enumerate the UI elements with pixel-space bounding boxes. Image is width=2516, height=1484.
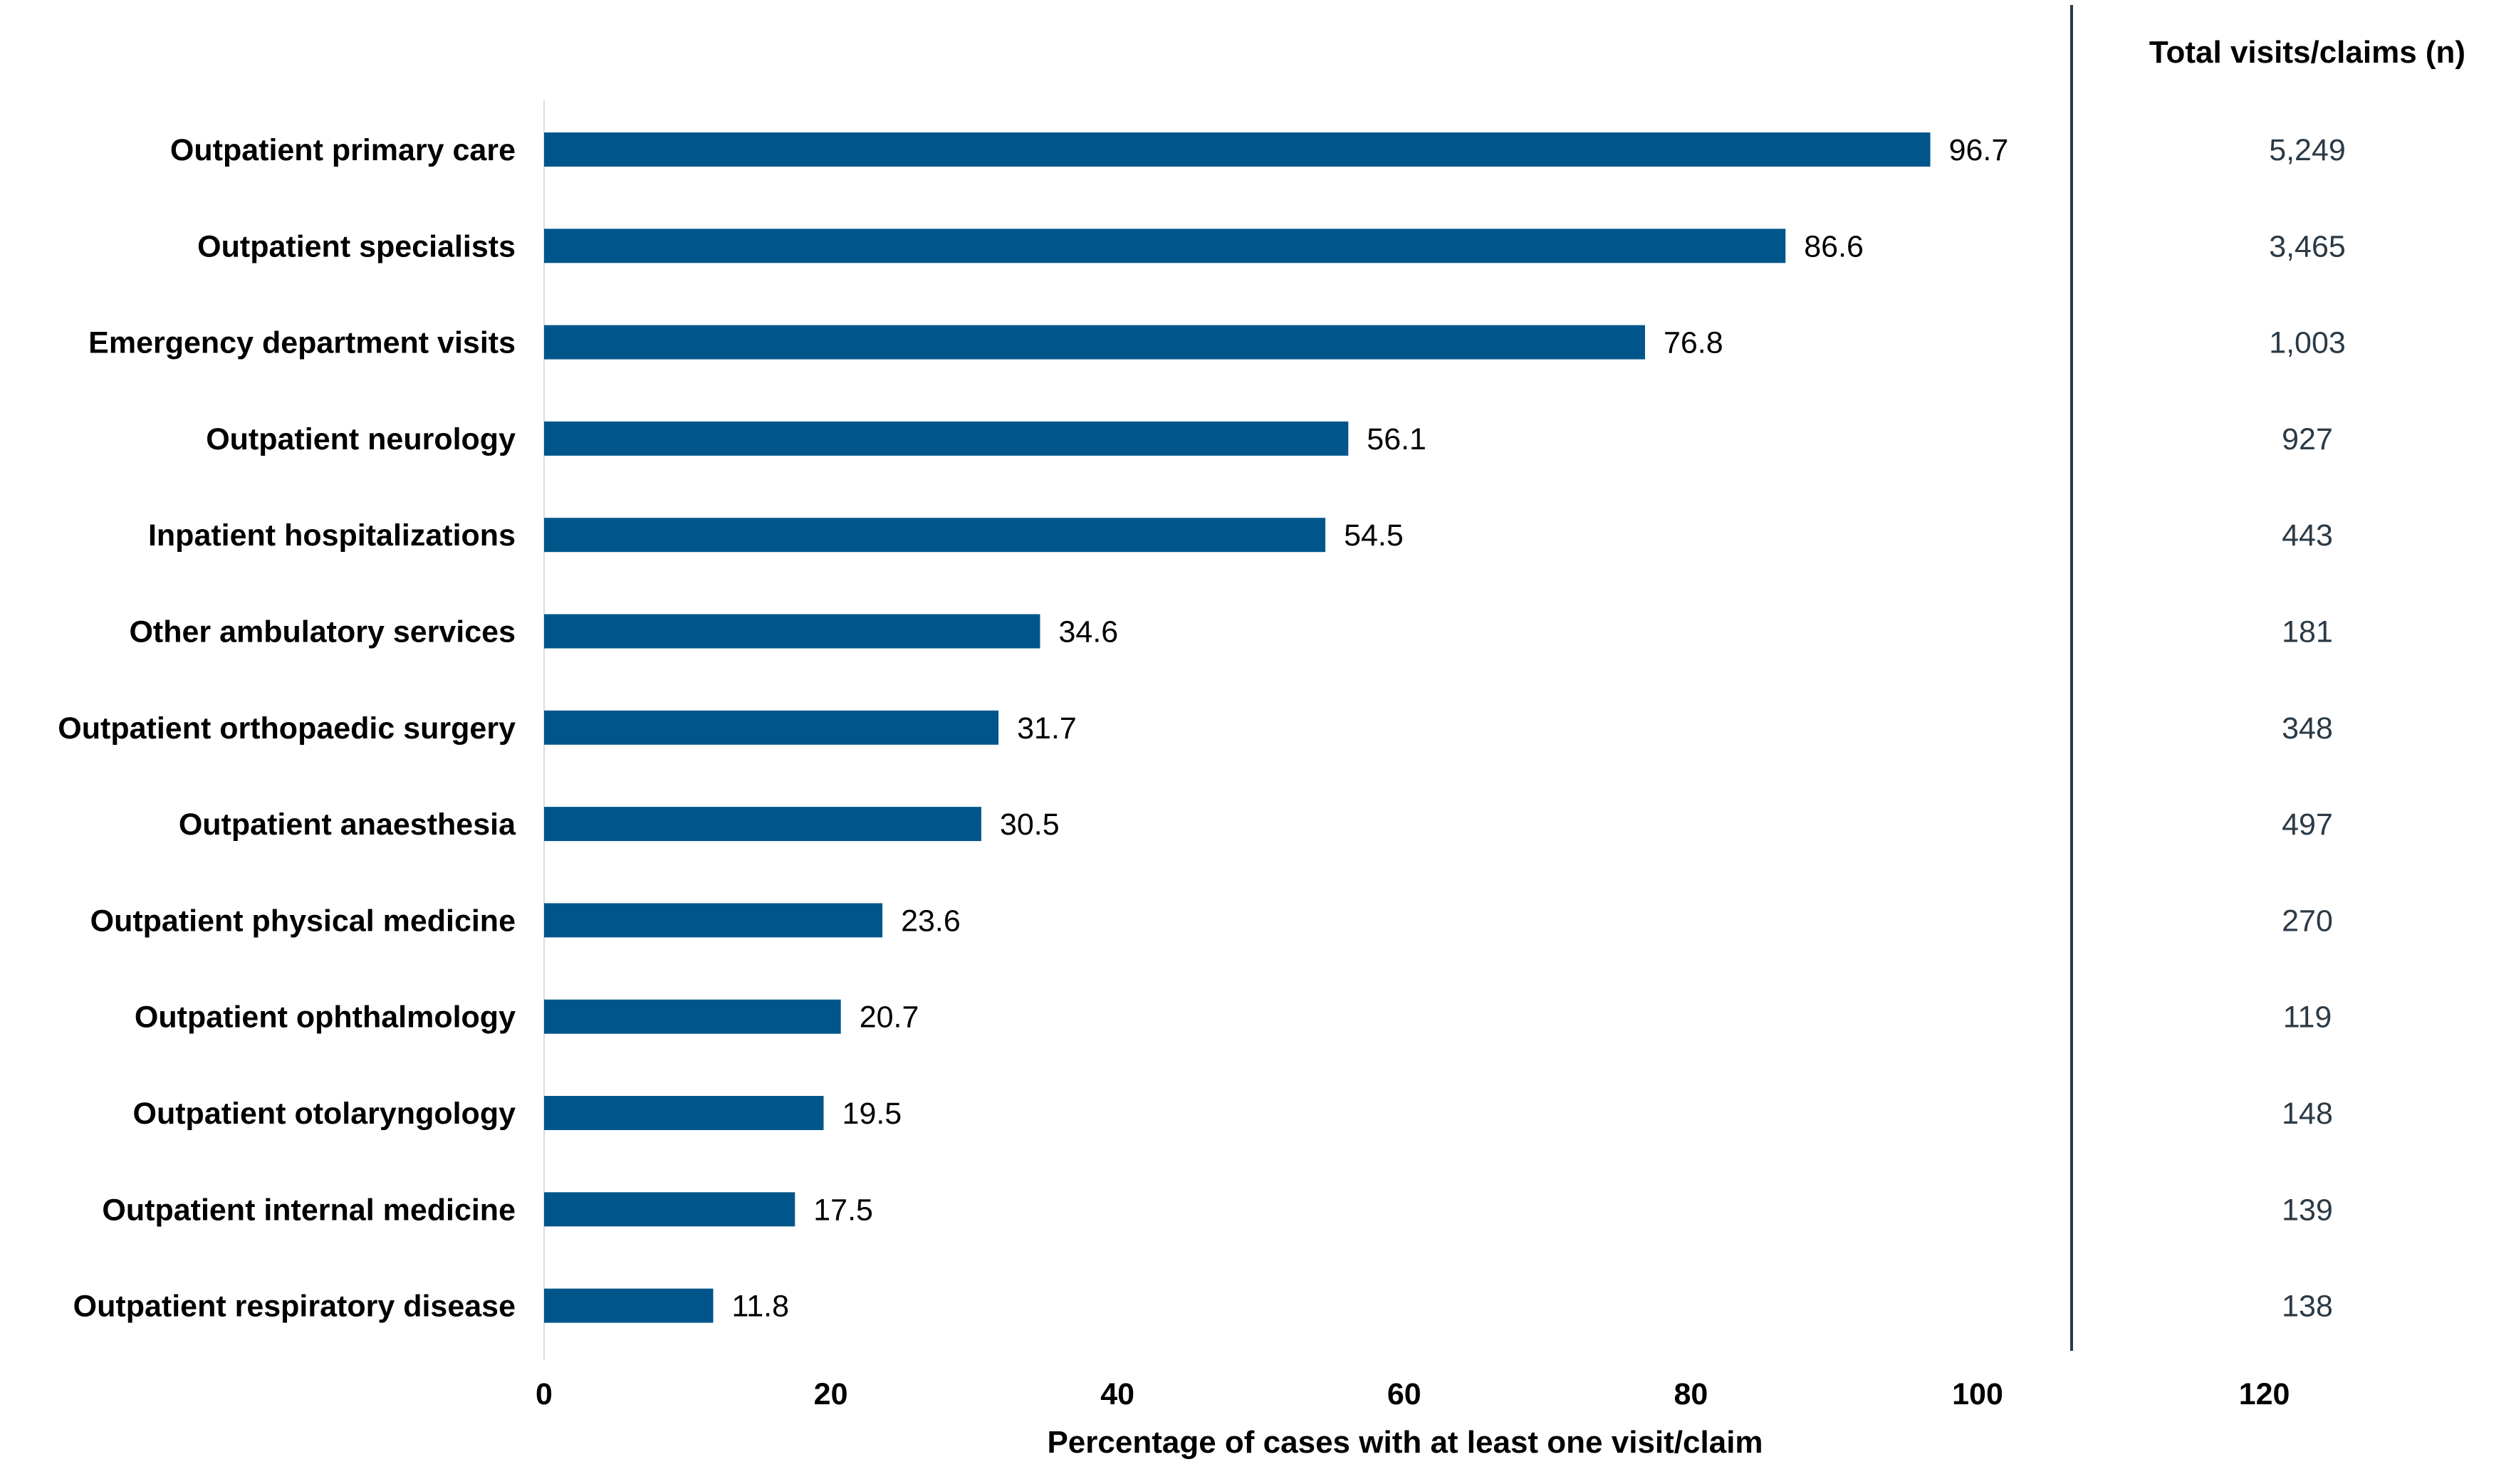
total-value: 3,465 <box>2269 229 2346 263</box>
value-label: 54.5 <box>1344 518 1404 553</box>
x-tick-label: 100 <box>1952 1377 2003 1411</box>
total-value: 181 <box>2282 615 2333 649</box>
x-tick-label: 20 <box>814 1377 848 1411</box>
x-axis-title: Percentage of cases with at least one vi… <box>1047 1425 1763 1460</box>
value-label: 86.6 <box>1804 229 1864 263</box>
total-value: 1,003 <box>2269 326 2346 360</box>
x-tick-label: 40 <box>1100 1377 1134 1411</box>
category-label: Outpatient otolaryngology <box>133 1097 516 1131</box>
category-label: Outpatient primary care <box>170 133 516 167</box>
x-tick-label: 80 <box>1674 1377 1708 1411</box>
category-label: Outpatient respiratory disease <box>73 1290 516 1324</box>
category-label: Outpatient physical medicine <box>90 904 516 938</box>
bar <box>544 1288 714 1323</box>
category-label: Outpatient internal medicine <box>102 1193 516 1227</box>
total-value: 348 <box>2282 711 2333 746</box>
bar <box>544 518 1326 553</box>
bar <box>544 1192 795 1227</box>
total-value: 497 <box>2282 808 2333 842</box>
value-label: 20.7 <box>860 1000 919 1035</box>
bar <box>544 614 1040 649</box>
x-tick-label: 0 <box>536 1377 553 1411</box>
total-value: 148 <box>2282 1097 2333 1131</box>
category-label: Outpatient anaesthesia <box>179 808 516 842</box>
x-tick-label: 60 <box>1387 1377 1421 1411</box>
total-value: 139 <box>2282 1193 2333 1227</box>
value-label: 11.8 <box>732 1290 790 1324</box>
total-value: 927 <box>2282 422 2333 456</box>
value-label: 34.6 <box>1058 615 1118 649</box>
total-value: 5,249 <box>2269 133 2346 167</box>
category-label: Outpatient neurology <box>206 422 516 456</box>
bar <box>544 1096 824 1130</box>
total-value: 443 <box>2282 518 2333 553</box>
category-label: Emergency department visits <box>88 326 516 360</box>
value-label: 31.7 <box>1017 711 1077 746</box>
category-label: Inpatient hospitalizations <box>148 518 516 553</box>
value-label: 30.5 <box>1000 808 1060 842</box>
total-value: 270 <box>2282 904 2333 938</box>
value-label: 17.5 <box>813 1193 873 1227</box>
value-label: 56.1 <box>1367 422 1426 456</box>
bar <box>544 325 1645 360</box>
category-label: Outpatient specialists <box>197 229 516 263</box>
value-label: 96.7 <box>1949 133 2009 167</box>
value-label: 76.8 <box>1664 326 1723 360</box>
bar <box>544 903 883 938</box>
bar <box>544 710 999 745</box>
bar <box>544 229 1786 263</box>
category-label: Outpatient orthopaedic surgery <box>58 711 516 746</box>
category-label: Other ambulatory services <box>129 615 516 649</box>
total-value: 119 <box>2283 1000 2332 1035</box>
bar <box>544 807 981 842</box>
totals-header: Total visits/claims (n) <box>2149 35 2465 70</box>
total-value: 138 <box>2282 1290 2333 1324</box>
category-label: Outpatient ophthalmology <box>135 1000 516 1035</box>
bar <box>544 999 841 1034</box>
x-tick-label: 120 <box>2239 1377 2290 1411</box>
bar <box>544 421 1349 456</box>
bar <box>544 132 1931 167</box>
value-label: 23.6 <box>901 904 961 938</box>
value-label: 19.5 <box>842 1097 902 1131</box>
